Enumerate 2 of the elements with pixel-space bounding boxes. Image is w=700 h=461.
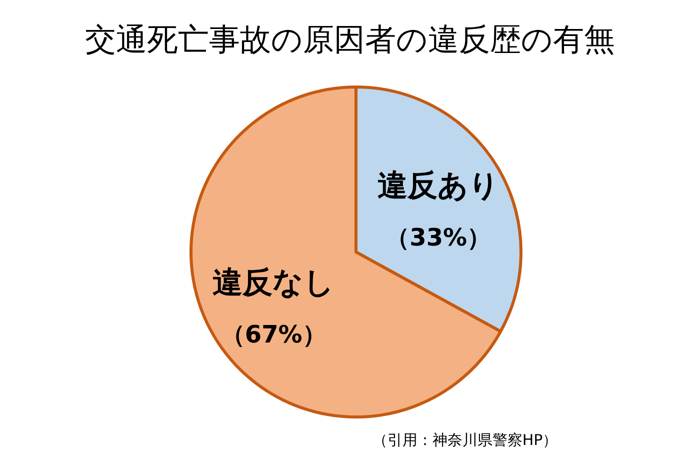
annotation: （引用：神奈川県警察HP）: [372, 431, 558, 449]
title: 交通死亡事故の原因者の違反歴の有無: [85, 22, 615, 58]
